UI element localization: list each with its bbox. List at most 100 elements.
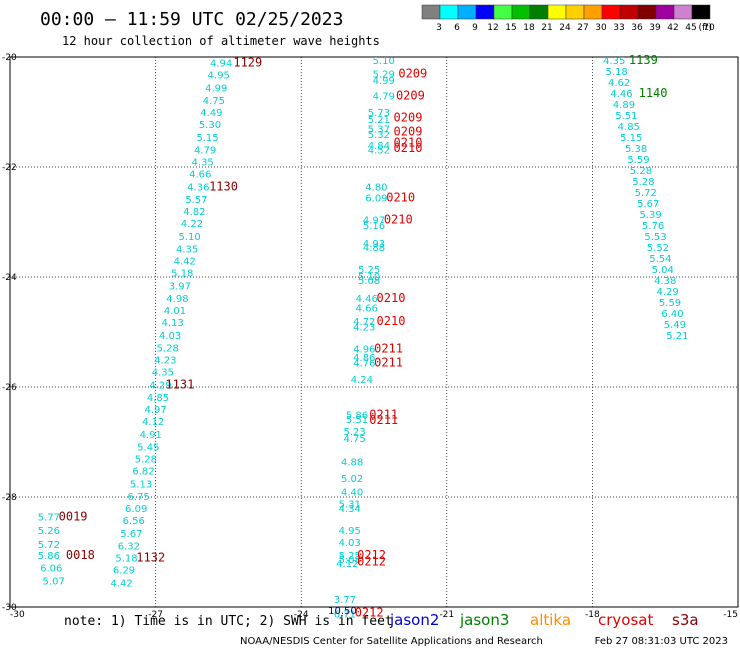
swh-point: 5.59 <box>659 298 681 309</box>
swh-point: 5.54 <box>649 254 671 265</box>
swh-point: 5.30 <box>199 120 221 131</box>
swh-point: 5.86 <box>346 411 368 422</box>
swh-point: 5.15 <box>620 133 642 144</box>
swh-point: 4.35 <box>152 368 174 379</box>
swh-point: 4.36 <box>187 182 209 193</box>
swh-point: 4.40 <box>341 488 363 499</box>
color-scale-label: 42 <box>667 23 678 33</box>
swh-point: 4.84 <box>368 141 390 152</box>
color-swatch <box>439 4 459 20</box>
swh-point: 5.53 <box>644 232 666 243</box>
swh-point: 4.24 <box>351 375 373 386</box>
y-axis: -20 -22 -24 -26 -28 -30 <box>2 53 17 613</box>
color-scale-label: 27 <box>577 23 588 33</box>
time-label: 1130 <box>209 179 238 193</box>
color-scale-label: 15 <box>505 23 516 33</box>
swh-point: 4.42 <box>110 578 132 589</box>
satellite-s3a: s3a <box>672 611 699 629</box>
x-tick-label: -24 <box>294 610 309 620</box>
swh-point: 5.38 <box>625 144 647 155</box>
swh-point: 5.86 <box>38 551 60 562</box>
chart-title: 00:00 – 11:59 UTC 02/25/2023 <box>40 9 343 30</box>
x-axis: -30 -27 -24 -21 -18 -15 <box>10 610 738 620</box>
color-swatch <box>619 4 639 20</box>
time-label: 0210 <box>386 190 415 204</box>
swh-point: 4.82 <box>183 207 205 218</box>
swh-point: 4.80 <box>365 182 387 193</box>
time-label: 0211 <box>369 408 398 422</box>
wave-height-points: 4.944.954.994.754.495.305.154.794.354.66… <box>38 56 689 621</box>
satellite-jason2: jason2 <box>389 611 439 629</box>
color-swatch <box>583 4 603 20</box>
swh-point: 4.29 <box>149 380 171 391</box>
swh-point: 4.22 <box>181 219 203 230</box>
swh-point: 5.29 <box>373 70 395 81</box>
swh-point: 6.06 <box>40 563 62 574</box>
color-scale-unit: (ft) <box>698 23 712 33</box>
chart-subtitle: 12 hour collection of altimeter wave hei… <box>62 34 380 48</box>
swh-point: 5.28 <box>630 166 652 177</box>
y-tick-label: -26 <box>2 383 17 393</box>
swh-point: 6.09 <box>365 193 387 204</box>
swh-point: 4.38 <box>654 276 676 287</box>
swh-point: 5.76 <box>642 221 664 232</box>
generated-timestamp: Feb 27 08:31:03 UTC 2023 <box>595 636 728 647</box>
time-label: 0209 <box>398 67 427 81</box>
color-scale-label: 39 <box>649 23 661 33</box>
swh-point: 4.91 <box>140 430 162 441</box>
time-label: 1132 <box>136 551 165 565</box>
swh-point: 4.89 <box>613 100 635 111</box>
time-label: 0210 <box>394 135 423 149</box>
swh-point: 5.10 <box>373 56 395 67</box>
swh-point: 5.02 <box>341 474 363 485</box>
color-swatch <box>421 4 441 20</box>
swh-point: 5.45 <box>137 442 159 453</box>
swh-point: 5.28 <box>157 343 179 354</box>
color-swatch <box>457 4 477 20</box>
swh-point: 5.67 <box>637 199 659 210</box>
swh-point: 6.32 <box>118 541 140 552</box>
swh-point: 4.01 <box>164 306 186 317</box>
time-labels: 1129113011311132001900180209020902090209… <box>59 53 668 620</box>
color-scale: 3 6 9 12 15 18 21 24 27 30 33 36 39 42 45 70(ft) <box>421 4 715 33</box>
x-tick-label: -18 <box>585 610 600 620</box>
color-scale-label: 6 <box>454 23 460 33</box>
swh-point: 4.75 <box>203 96 225 107</box>
swh-point: 4.49 <box>200 108 222 119</box>
swh-point: 4.03 <box>339 538 361 549</box>
swh-point: 5.04 <box>652 265 674 276</box>
time-label: 0212 <box>357 554 386 568</box>
color-scale-label: 24 <box>559 23 571 33</box>
swh-point: 4.94 <box>210 59 232 70</box>
x-tick-label: -21 <box>439 610 454 620</box>
swh-point: 4.85 <box>618 122 640 133</box>
swh-point: 5.72 <box>38 540 60 551</box>
color-swatch <box>493 4 513 20</box>
swh-point: 5.10 <box>178 232 200 243</box>
swh-point: 5.52 <box>647 243 669 254</box>
swh-point: 5.51 <box>346 415 368 426</box>
swh-point: 4.75 <box>343 434 365 445</box>
color-scale-label: 36 <box>631 23 643 33</box>
time-label: 0210 <box>394 141 423 155</box>
color-scale-label: 70 <box>703 23 715 33</box>
swh-point: 5.18 <box>606 67 628 78</box>
color-swatch <box>511 4 531 20</box>
time-label: 0018 <box>66 548 95 562</box>
swh-point: 6.56 <box>123 516 145 527</box>
x-tick-label: -30 <box>10 610 25 620</box>
y-tick-label: -30 <box>2 603 17 613</box>
swh-point: 4.46 <box>610 89 632 100</box>
swh-point: 5.18 <box>171 269 193 280</box>
satellite-legend: jason2 jason3 altika cryosat s3a <box>389 611 699 629</box>
swh-point: 5.25 <box>358 265 380 276</box>
color-scale-label: 9 <box>472 23 478 33</box>
swh-point: 5.13 <box>130 479 152 490</box>
swh-point: 3.77 <box>334 595 356 606</box>
swh-point: 4.23 <box>154 356 176 367</box>
y-tick-label: -28 <box>2 493 17 503</box>
swh-point: 4.72 <box>353 317 375 328</box>
color-scale-label: 21 <box>541 23 552 33</box>
time-label: 1140 <box>639 86 668 100</box>
